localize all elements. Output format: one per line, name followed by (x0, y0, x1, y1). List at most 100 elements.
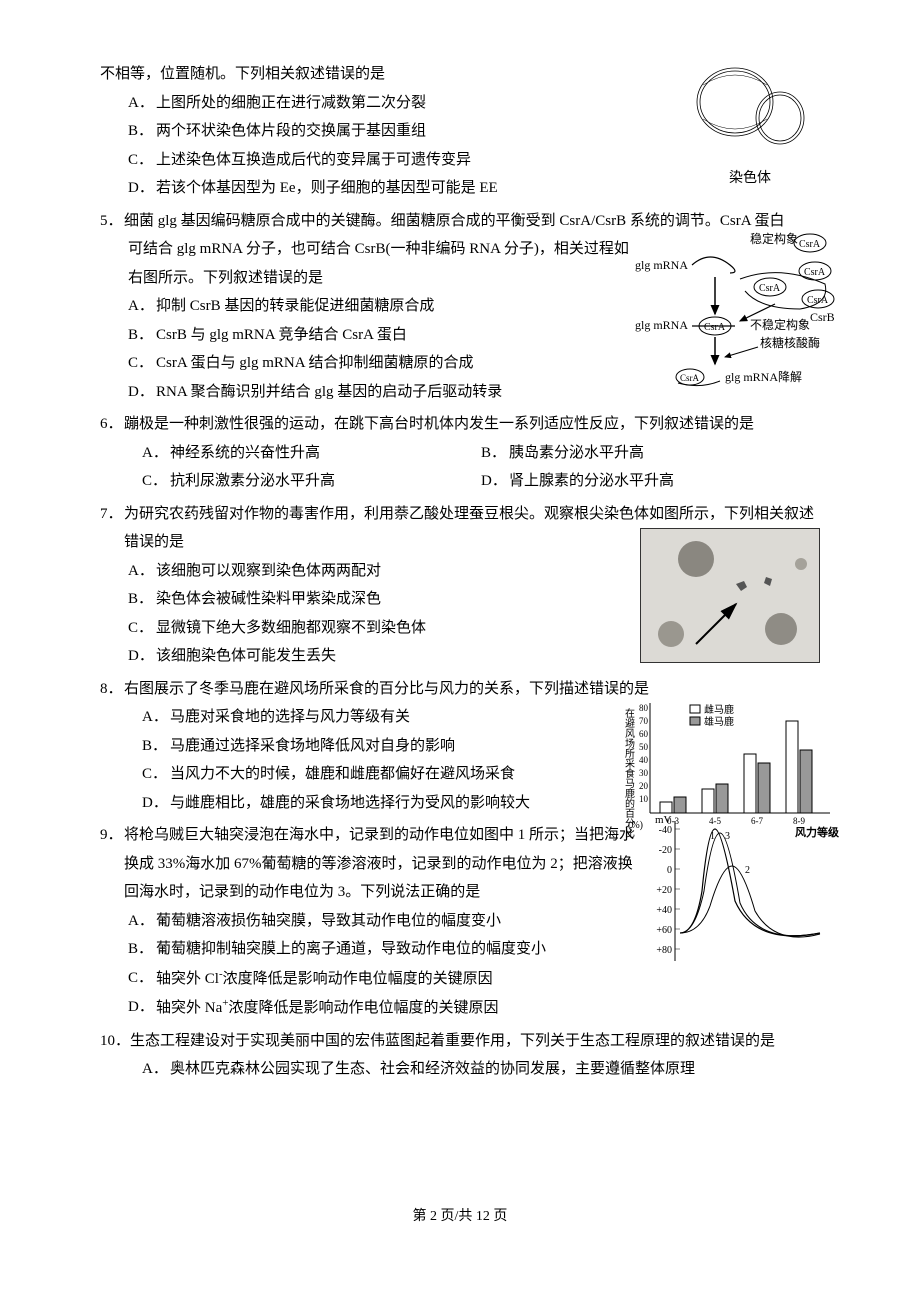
q6-option-d: D．肾上腺素的分泌水平升高 (481, 467, 820, 496)
action-potential-chart-icon: mV -40-200+20+40+60+80 1 2 3 (640, 811, 840, 981)
svg-text:3: 3 (725, 831, 730, 842)
q8-option-b: B．马鹿通过选择采食场地降低风对自身的影响 (142, 732, 640, 761)
microscope-cells-icon (641, 529, 819, 662)
option-letter: B． (128, 117, 156, 146)
q4-option-d: D．若该个体基因型为 Ee，则子细胞的基因型可能是 EE (128, 174, 660, 203)
option-text: 与雌鹿相比，雄鹿的采食场地选择行为受风的影响较大 (170, 789, 530, 818)
question-number: 9． (100, 821, 124, 907)
option-letter: D． (142, 789, 170, 818)
option-letter: A． (142, 439, 170, 468)
q4-option-a: A．上图所处的细胞正在进行减数第二次分裂 (128, 89, 660, 118)
q7-option-b: B．染色体会被碱性染料甲紫染成深色 (128, 585, 640, 614)
fig-label-stable: 稳定构象 (750, 231, 798, 246)
q4-figure-caption: 染色体 (680, 166, 820, 193)
svg-text:+40: +40 (656, 905, 672, 916)
svg-text:20: 20 (639, 781, 649, 791)
q5-figure: 稳定构象 CsrA glg mRNA CsrA CsrA CsrA CsrB g… (630, 229, 840, 402)
option-letter: B． (128, 935, 156, 964)
option-text: 两个环状染色体片段的交换属于基因重组 (156, 117, 426, 146)
option-letter: C． (142, 760, 170, 789)
option-text: 轴突外 Na+浓度降低是影响动作电位幅度的关键原因 (156, 993, 498, 1023)
svg-text:CsrA: CsrA (759, 283, 781, 294)
q9-figure: mV -40-200+20+40+60+80 1 2 3 (640, 811, 840, 989)
option-text: 马鹿对采食地的选择与风力等级有关 (170, 703, 410, 732)
option-text: CsrB 与 glg mRNA 竞争结合 CsrA 蛋白 (156, 321, 407, 350)
svg-text:CsrA: CsrA (807, 295, 829, 306)
option-text: 染色体会被碱性染料甲紫染成深色 (156, 585, 381, 614)
option-text: 上图所处的细胞正在进行减数第二次分裂 (156, 89, 426, 118)
q9-option-b: B．葡萄糖抑制轴突膜上的离子通道，导致动作电位的幅度变小 (128, 935, 640, 964)
option-letter: A． (128, 292, 156, 321)
option-text: 上述染色体互换造成后代的变异属于可遗传变异 (156, 146, 471, 175)
svg-text:CsrA: CsrA (804, 267, 826, 278)
option-letter: C． (128, 349, 156, 378)
q5-option-d: D．RNA 聚合酶识别并结合 glg 基因的启动子后驱动转录 (128, 378, 640, 407)
q9-option-a: A．葡萄糖溶液损伤轴突膜，导致其动作电位的幅度变小 (128, 907, 640, 936)
svg-text:2: 2 (745, 865, 750, 876)
svg-text:50: 50 (639, 742, 649, 752)
option-text: 抗利尿激素分泌水平升高 (170, 467, 335, 496)
q7-figure (640, 528, 820, 663)
question-number: 8． (100, 675, 124, 704)
q7-option-a: A．该细胞可以观察到染色体两两配对 (128, 557, 640, 586)
option-letter: A． (142, 1055, 170, 1084)
svg-text:雄马鹿: 雄马鹿 (704, 715, 734, 728)
option-letter: B． (481, 439, 509, 468)
svg-text:+20: +20 (656, 885, 672, 896)
q7-option-c: C．显微镜下绝大多数细胞都观察不到染色体 (128, 614, 640, 643)
option-text: 该细胞可以观察到染色体两两配对 (156, 557, 381, 586)
q4-figure: 染色体 (680, 60, 820, 192)
svg-text:70: 70 (639, 716, 649, 726)
svg-text:CsrA: CsrA (704, 322, 726, 333)
option-letter: D． (128, 174, 156, 203)
option-text: 抑制 CsrB 基因的转录能促进细菌糖原合成 (156, 292, 434, 321)
svg-text:核糖核酸酶: 核糖核酸酶 (760, 335, 820, 350)
svg-text:雌马鹿: 雌马鹿 (704, 703, 734, 716)
chromosome-ring-icon (685, 60, 815, 155)
csra-csrb-diagram-icon: 稳定构象 CsrA glg mRNA CsrA CsrA CsrA CsrB g… (630, 229, 840, 394)
option-letter: B． (128, 585, 156, 614)
option-letter: D． (128, 378, 156, 407)
q6-option-b: B．胰岛素分泌水平升高 (481, 439, 820, 468)
svg-text:80: 80 (639, 703, 649, 713)
q6-option-c: C．抗利尿激素分泌水平升高 (142, 467, 481, 496)
question-7: 7． 为研究农药残留对作物的毒害作用，利用萘乙酸处理蚕豆根尖。观察根尖染色体如图… (100, 500, 820, 671)
svg-text:glg mRNA: glg mRNA (635, 318, 688, 332)
question-10: 10． 生态工程建设对于实现美丽中国的宏伟蓝图起着重要作用，下列关于生态工程原理… (100, 1027, 820, 1084)
option-letter: B． (142, 732, 170, 761)
question-4-continuation: 不相等，位置随机。下列相关叙述错误的是 染色体 A．上图所处的细胞正在进行减数第… (100, 60, 820, 203)
q10-stem: 10． 生态工程建设对于实现美丽中国的宏伟蓝图起着重要作用，下列关于生态工程原理… (100, 1027, 820, 1056)
q6-options: A．神经系统的兴奋性升高 C．抗利尿激素分泌水平升高 B．胰岛素分泌水平升高 D… (142, 439, 820, 496)
option-text: 若该个体基因型为 Ee，则子细胞的基因型可能是 EE (156, 174, 498, 203)
q5-option-c: C．CsrA 蛋白与 glg mRNA 结合抑制细菌糖原的合成 (128, 349, 640, 378)
question-number: 10． (100, 1027, 130, 1056)
q6-option-a: A．神经系统的兴奋性升高 (142, 439, 481, 468)
option-letter: C． (128, 964, 156, 994)
option-text: 肾上腺素的分泌水平升高 (509, 467, 674, 496)
option-letter: D． (128, 642, 156, 671)
q8-option-c: C．当风力不大的时候，雄鹿和雌鹿都偏好在避风场采食 (142, 760, 640, 789)
question-5: 5． 细菌 glg 基因编码糖原合成中的关键酶。细菌糖原合成的平衡受到 CsrA… (100, 207, 820, 407)
q10-options: A．奥林匹克森林公园实现了生态、社会和经济效益的协同发展，主要遵循整体原理 (142, 1055, 820, 1084)
option-text: 胰岛素分泌水平升高 (509, 439, 644, 468)
option-text: 当风力不大的时候，雄鹿和雌鹿都偏好在避风场采食 (170, 760, 515, 789)
svg-text:0: 0 (667, 865, 672, 876)
q8-option-d: D．与雌鹿相比，雄鹿的采食场地选择行为受风的影响较大 (142, 789, 640, 818)
option-letter: A． (128, 89, 156, 118)
q4-option-b: B．两个环状染色体片段的交换属于基因重组 (128, 117, 660, 146)
option-text: RNA 聚合酶识别并结合 glg 基因的启动子后驱动转录 (156, 378, 502, 407)
question-text: 将枪乌贼巨大轴突浸泡在海水中，记录到的动作电位如图中 1 所示；当把海水换成 3… (124, 821, 640, 907)
question-text: 蹦极是一种刺激性很强的运动，在跳下高台时机体内发生一系列适应性反应，下列叙述错误… (124, 410, 820, 439)
q7-option-d: D．该细胞染色体可能发生丢失 (128, 642, 640, 671)
q8-option-a: A．马鹿对采食地的选择与风力等级有关 (142, 703, 640, 732)
svg-text:在避风场所采食马鹿的百分比: 在避风场所采食马鹿的百分比 (623, 707, 635, 837)
question-number: 5． (100, 207, 124, 236)
option-letter: C． (128, 614, 156, 643)
option-letter: C． (142, 467, 170, 496)
svg-text:-20: -20 (659, 845, 672, 856)
question-8: 8． 右图展示了冬季马鹿在避风场所采食的百分比与风力的关系，下列描述错误的是 在… (100, 675, 820, 818)
option-letter: D． (128, 993, 156, 1023)
page-footer: 第 2 页/共 12 页 (100, 1204, 820, 1231)
svg-text:-40: -40 (659, 825, 672, 836)
option-text: 轴突外 Cl-浓度降低是影响动作电位幅度的关键原因 (156, 964, 493, 994)
